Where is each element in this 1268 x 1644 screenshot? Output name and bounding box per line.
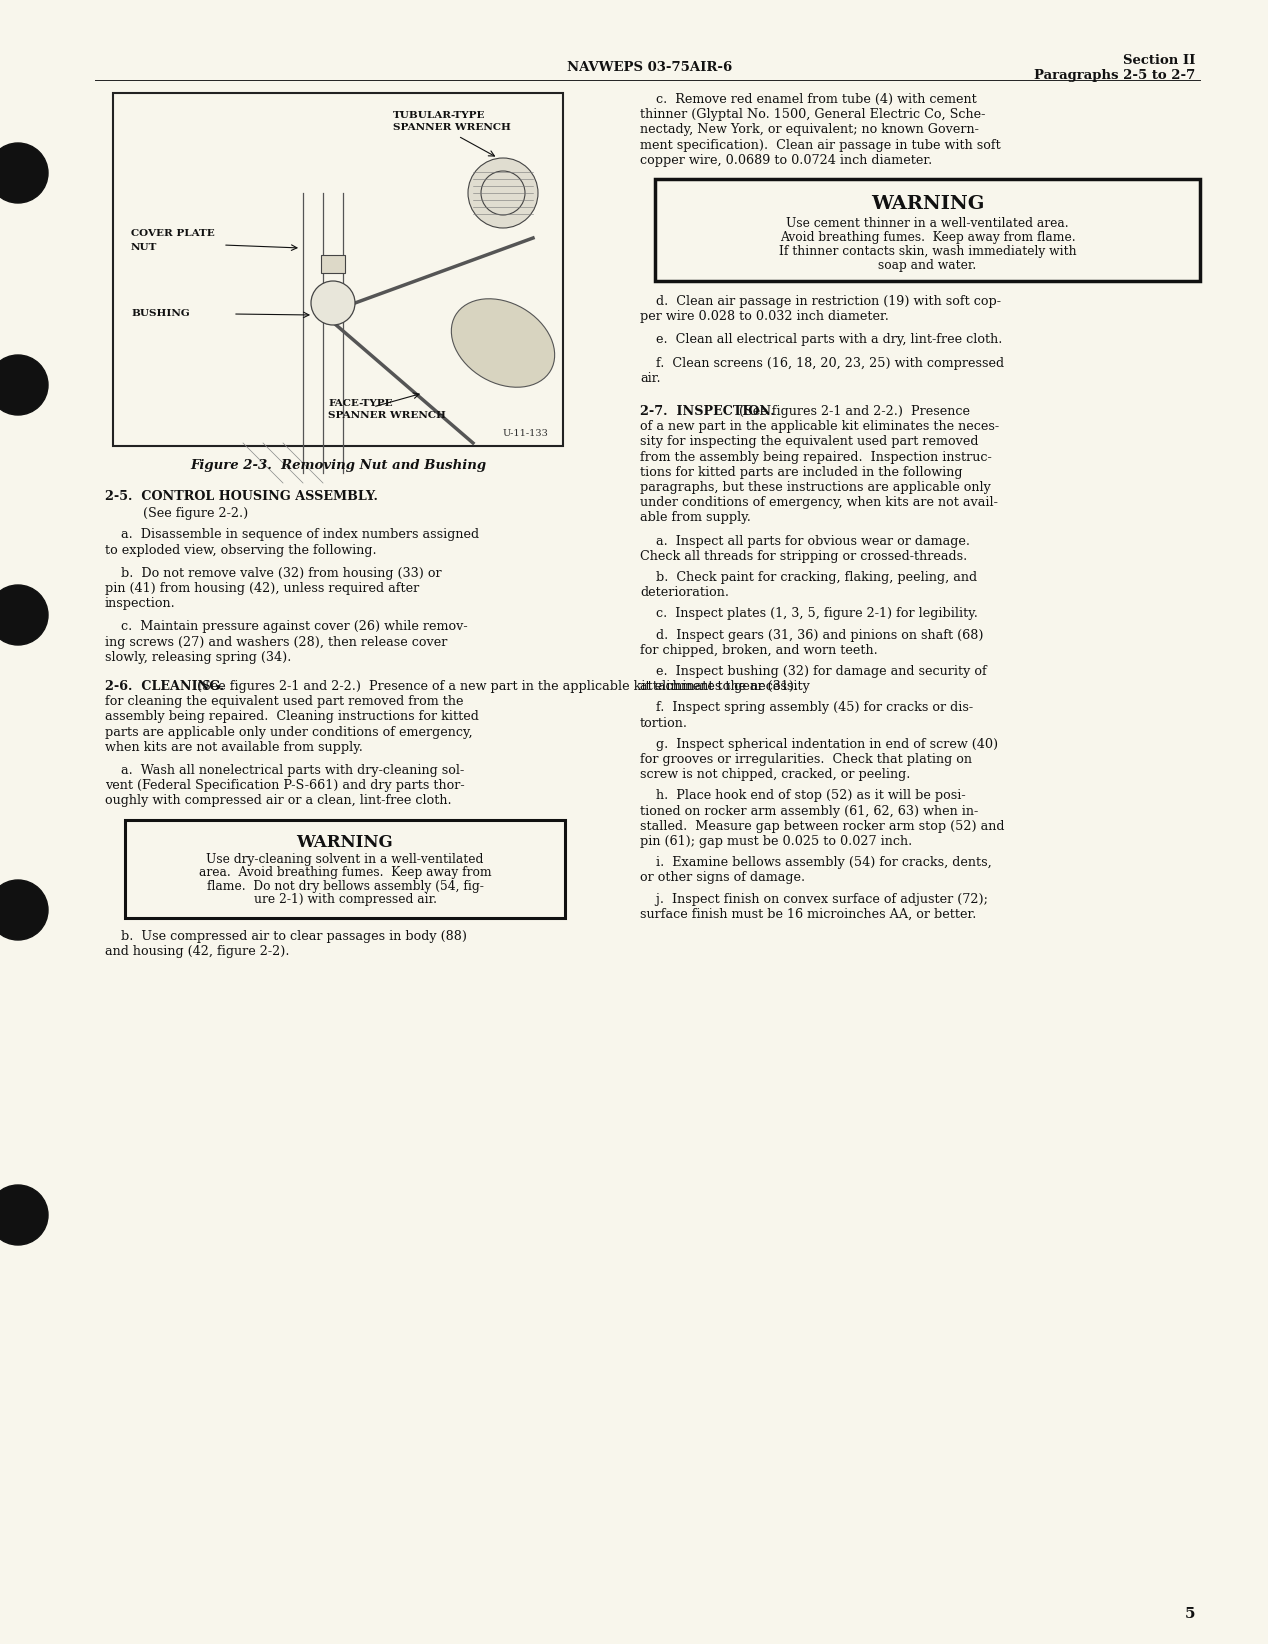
Text: for grooves or irregularities.  Check that plating on: for grooves or irregularities. Check tha… — [640, 753, 973, 766]
Text: of a new part in the applicable kit eliminates the neces-: of a new part in the applicable kit elim… — [640, 421, 999, 434]
Text: a.  Disassemble in sequence of index numbers assigned: a. Disassemble in sequence of index numb… — [105, 528, 479, 541]
Text: deterioration.: deterioration. — [640, 587, 729, 598]
Ellipse shape — [451, 299, 554, 388]
Text: parts are applicable only under conditions of emergency,: parts are applicable only under conditio… — [105, 725, 473, 738]
Text: COVER PLATE: COVER PLATE — [131, 229, 214, 237]
Text: or other signs of damage.: or other signs of damage. — [640, 871, 805, 884]
Text: c.  Inspect plates (1, 3, 5, figure 2-1) for legibility.: c. Inspect plates (1, 3, 5, figure 2-1) … — [640, 607, 978, 620]
Text: to exploded view, observing the following.: to exploded view, observing the followin… — [105, 544, 377, 557]
Text: for chipped, broken, and worn teeth.: for chipped, broken, and worn teeth. — [640, 644, 877, 658]
Bar — [126, 820, 566, 917]
Text: 2-6.  CLEANING.: 2-6. CLEANING. — [105, 681, 224, 694]
Text: h.  Place hook end of stop (52) as it will be posi-: h. Place hook end of stop (52) as it wil… — [640, 789, 966, 802]
Text: tioned on rocker arm assembly (61, 62, 63) when in-: tioned on rocker arm assembly (61, 62, 6… — [640, 804, 978, 817]
Text: pin (61); gap must be 0.025 to 0.027 inch.: pin (61); gap must be 0.025 to 0.027 inc… — [640, 835, 912, 848]
Text: U-11-133: U-11-133 — [502, 429, 548, 439]
Circle shape — [468, 158, 538, 229]
Text: assembly being repaired.  Cleaning instructions for kitted: assembly being repaired. Cleaning instru… — [105, 710, 479, 723]
Text: g.  Inspect spherical indentation in end of screw (40): g. Inspect spherical indentation in end … — [640, 738, 998, 751]
Text: flame.  Do not dry bellows assembly (54, fig-: flame. Do not dry bellows assembly (54, … — [207, 880, 483, 893]
Text: ment specification).  Clean air passage in tube with soft: ment specification). Clean air passage i… — [640, 138, 1000, 151]
Text: d.  Clean air passage in restriction (19) with soft cop-: d. Clean air passage in restriction (19)… — [640, 294, 1000, 307]
Text: 2-5.  CONTROL HOUSING ASSEMBLY.: 2-5. CONTROL HOUSING ASSEMBLY. — [105, 490, 378, 503]
Text: air.: air. — [640, 372, 661, 385]
Text: (See figure 2-2.): (See figure 2-2.) — [143, 508, 249, 520]
Text: Check all threads for stripping or crossed-threads.: Check all threads for stripping or cross… — [640, 549, 967, 562]
Text: surface finish must be 16 microinches AA, or better.: surface finish must be 16 microinches AA… — [640, 907, 976, 921]
Text: Use dry-cleaning solvent in a well-ventilated: Use dry-cleaning solvent in a well-venti… — [207, 853, 483, 866]
Text: ing screws (27) and washers (28), then release cover: ing screws (27) and washers (28), then r… — [105, 636, 448, 649]
Text: ure 2-1) with compressed air.: ure 2-1) with compressed air. — [254, 893, 436, 906]
Text: b.  Do not remove valve (32) from housing (33) or: b. Do not remove valve (32) from housing… — [105, 567, 441, 580]
Text: Paragraphs 2-5 to 2-7: Paragraphs 2-5 to 2-7 — [1033, 69, 1194, 82]
Bar — [113, 94, 563, 446]
Text: NUT: NUT — [131, 243, 157, 252]
Text: for cleaning the equivalent used part removed from the: for cleaning the equivalent used part re… — [105, 695, 464, 709]
Circle shape — [0, 355, 48, 414]
Circle shape — [0, 1185, 48, 1245]
Text: copper wire, 0.0689 to 0.0724 inch diameter.: copper wire, 0.0689 to 0.0724 inch diame… — [640, 155, 932, 166]
Text: If thinner contacts skin, wash immediately with: If thinner contacts skin, wash immediate… — [779, 245, 1077, 258]
Text: attachment to gear (31).: attachment to gear (31). — [640, 681, 798, 694]
Text: screw is not chipped, cracked, or peeling.: screw is not chipped, cracked, or peelin… — [640, 768, 910, 781]
Text: f.  Inspect spring assembly (45) for cracks or dis-: f. Inspect spring assembly (45) for crac… — [640, 702, 973, 715]
Bar — [656, 179, 1200, 281]
Text: c.  Remove red enamel from tube (4) with cement: c. Remove red enamel from tube (4) with … — [640, 94, 976, 105]
Text: SPANNER WRENCH: SPANNER WRENCH — [328, 411, 446, 421]
Text: from the assembly being repaired.  Inspection instruc-: from the assembly being repaired. Inspec… — [640, 450, 992, 464]
Text: per wire 0.028 to 0.032 inch diameter.: per wire 0.028 to 0.032 inch diameter. — [640, 311, 889, 324]
Text: and housing (42, figure 2-2).: and housing (42, figure 2-2). — [105, 945, 289, 958]
Text: inspection.: inspection. — [105, 597, 176, 610]
Text: a.  Wash all nonelectrical parts with dry-cleaning sol-: a. Wash all nonelectrical parts with dry… — [105, 764, 464, 778]
Text: WARNING: WARNING — [871, 196, 984, 214]
Text: 5: 5 — [1184, 1606, 1194, 1621]
Text: FACE-TYPE: FACE-TYPE — [328, 398, 393, 408]
Text: WARNING: WARNING — [297, 834, 393, 850]
Text: stalled.  Measure gap between rocker arm stop (52) and: stalled. Measure gap between rocker arm … — [640, 820, 1004, 834]
Text: sity for inspecting the equivalent used part removed: sity for inspecting the equivalent used … — [640, 436, 979, 449]
Text: c.  Maintain pressure against cover (26) while remov-: c. Maintain pressure against cover (26) … — [105, 620, 468, 633]
Text: e.  Inspect bushing (32) for damage and security of: e. Inspect bushing (32) for damage and s… — [640, 666, 987, 677]
Text: 2-7.  INSPECTION.: 2-7. INSPECTION. — [640, 404, 775, 418]
Text: soap and water.: soap and water. — [879, 260, 976, 271]
Circle shape — [311, 281, 355, 326]
Text: area.  Avoid breathing fumes.  Keep away from: area. Avoid breathing fumes. Keep away f… — [199, 866, 491, 880]
Text: vent (Federal Specification P-S-661) and dry parts thor-: vent (Federal Specification P-S-661) and… — [105, 779, 464, 792]
Text: pin (41) from housing (42), unless required after: pin (41) from housing (42), unless requi… — [105, 582, 420, 595]
Text: f.  Clean screens (16, 18, 20, 23, 25) with compressed: f. Clean screens (16, 18, 20, 23, 25) wi… — [640, 357, 1004, 370]
Circle shape — [481, 171, 525, 215]
Text: BUSHING: BUSHING — [131, 309, 190, 317]
Text: j.  Inspect finish on convex surface of adjuster (72);: j. Inspect finish on convex surface of a… — [640, 893, 988, 906]
Circle shape — [0, 880, 48, 940]
Text: able from supply.: able from supply. — [640, 511, 751, 524]
Text: tions for kitted parts are included in the following: tions for kitted parts are included in t… — [640, 465, 962, 478]
Text: Use cement thinner in a well-ventilated area.: Use cement thinner in a well-ventilated … — [786, 217, 1069, 230]
Text: paragraphs, but these instructions are applicable only: paragraphs, but these instructions are a… — [640, 482, 990, 493]
Text: under conditions of emergency, when kits are not avail-: under conditions of emergency, when kits… — [640, 496, 998, 510]
Bar — [321, 255, 345, 273]
Circle shape — [0, 585, 48, 644]
Text: thinner (Glyptal No. 1500, General Electric Co, Sche-: thinner (Glyptal No. 1500, General Elect… — [640, 109, 985, 122]
Text: Section II: Section II — [1122, 54, 1194, 67]
Text: a.  Inspect all parts for obvious wear or damage.: a. Inspect all parts for obvious wear or… — [640, 534, 970, 547]
Circle shape — [0, 143, 48, 202]
Text: Avoid breathing fumes.  Keep away from flame.: Avoid breathing fumes. Keep away from fl… — [780, 232, 1075, 243]
Text: b.  Check paint for cracking, flaking, peeling, and: b. Check paint for cracking, flaking, pe… — [640, 570, 978, 584]
Text: e.  Clean all electrical parts with a dry, lint-free cloth.: e. Clean all electrical parts with a dry… — [640, 334, 1003, 347]
Text: SPANNER WRENCH: SPANNER WRENCH — [393, 123, 511, 133]
Text: oughly with compressed air or a clean, lint-free cloth.: oughly with compressed air or a clean, l… — [105, 794, 451, 807]
Text: (See figures 2-1 and 2-2.)  Presence: (See figures 2-1 and 2-2.) Presence — [735, 404, 970, 418]
Text: nectady, New York, or equivalent; no known Govern-: nectady, New York, or equivalent; no kno… — [640, 123, 979, 136]
Text: when kits are not available from supply.: when kits are not available from supply. — [105, 741, 363, 755]
Text: slowly, releasing spring (34).: slowly, releasing spring (34). — [105, 651, 292, 664]
Text: NAVWEPS 03-75AIR-6: NAVWEPS 03-75AIR-6 — [567, 61, 733, 74]
Text: b.  Use compressed air to clear passages in body (88): b. Use compressed air to clear passages … — [105, 929, 467, 942]
Text: d.  Inspect gears (31, 36) and pinions on shaft (68): d. Inspect gears (31, 36) and pinions on… — [640, 628, 984, 641]
Text: i.  Examine bellows assembly (54) for cracks, dents,: i. Examine bellows assembly (54) for cra… — [640, 857, 992, 870]
Text: Figure 2-3.  Removing Nut and Bushing: Figure 2-3. Removing Nut and Bushing — [190, 460, 486, 472]
Text: (See figures 2-1 and 2-2.)  Presence of a new part in the applicable kit elimina: (See figures 2-1 and 2-2.) Presence of a… — [193, 681, 810, 694]
Text: TUBULAR-TYPE: TUBULAR-TYPE — [393, 110, 486, 120]
Text: tortion.: tortion. — [640, 717, 689, 730]
